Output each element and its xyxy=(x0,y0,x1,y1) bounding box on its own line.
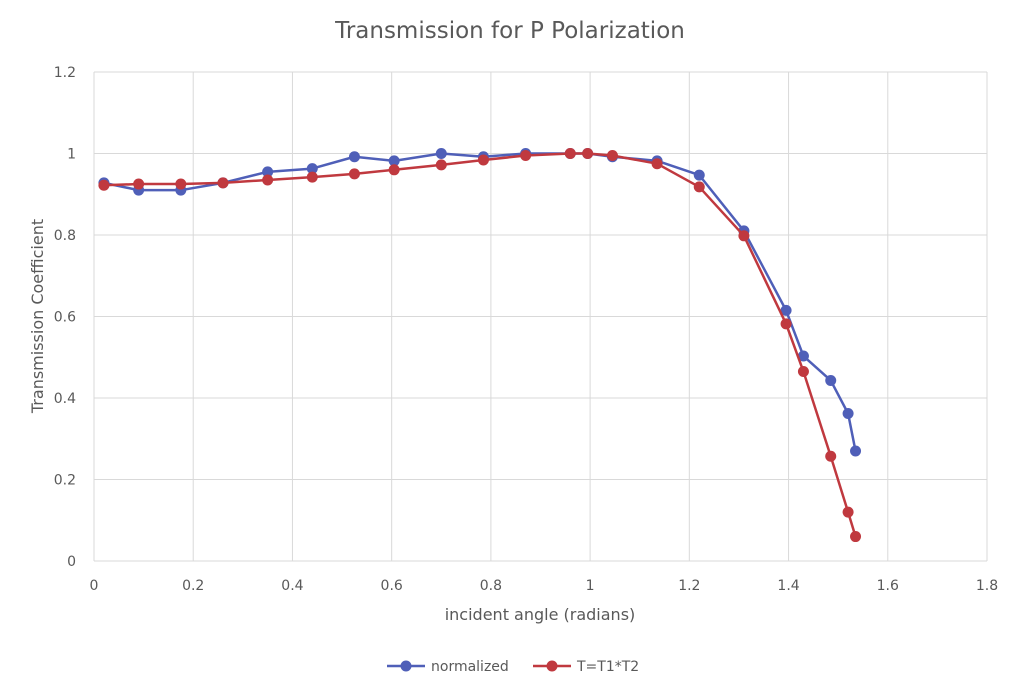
legend-marker-normalized xyxy=(400,660,412,672)
x-tick-label: 0.8 xyxy=(480,578,502,594)
data-point xyxy=(133,178,145,190)
series-layer xyxy=(98,148,862,543)
data-point xyxy=(348,151,360,163)
x-axis-label: incident angle (radians) xyxy=(445,605,636,624)
data-point xyxy=(693,169,705,181)
series-normalized xyxy=(98,148,862,457)
y-tick-label: 0.6 xyxy=(54,310,76,326)
data-point xyxy=(175,178,187,190)
data-point xyxy=(520,150,532,162)
data-point xyxy=(435,148,447,159)
data-point xyxy=(306,171,318,183)
legend-label-normalized: normalized xyxy=(431,659,509,675)
legend: normalized T=T1*T2 xyxy=(387,659,639,675)
data-point xyxy=(842,506,854,518)
x-tick-label: 1.2 xyxy=(678,578,700,594)
series-line xyxy=(103,152,857,537)
data-point xyxy=(217,177,229,189)
legend-marker-t1t2 xyxy=(546,660,558,672)
data-point xyxy=(98,179,110,191)
data-point xyxy=(262,166,274,178)
data-point xyxy=(797,350,809,362)
data-point xyxy=(564,148,576,159)
x-tick-label: 1.4 xyxy=(777,578,799,594)
data-point xyxy=(797,366,809,378)
data-point xyxy=(582,148,594,159)
data-point xyxy=(850,531,862,543)
y-tick-label: 0.8 xyxy=(54,228,76,244)
data-point xyxy=(693,181,705,193)
data-point xyxy=(388,155,400,167)
x-tick-label: 1.6 xyxy=(877,578,899,594)
data-point xyxy=(306,163,318,175)
data-point xyxy=(738,230,750,242)
legend-item-normalized: normalized xyxy=(387,659,509,675)
legend-label-t1t2: T=T1*T2 xyxy=(576,659,639,675)
y-tick-label: 1 xyxy=(67,147,76,163)
data-point xyxy=(388,164,400,176)
y-tick-label: 0.2 xyxy=(54,473,76,489)
data-point xyxy=(477,154,489,166)
x-tick-label: 1 xyxy=(586,578,595,594)
x-tick-label: 0 xyxy=(90,578,99,594)
data-point xyxy=(262,174,274,186)
tick-labels: 0 0.2 0.4 0.6 0.8 1 1.2 1.4 1.6 1.8 0 0.2 0.4 0.6 0.8 1… xyxy=(54,65,998,594)
data-point xyxy=(780,304,792,316)
legend-item-t1t2: T=T1*T2 xyxy=(533,659,639,675)
data-point xyxy=(606,150,618,162)
x-tick-label: 0.6 xyxy=(381,578,403,594)
y-tick-label: 0 xyxy=(67,554,76,570)
grid xyxy=(93,71,988,562)
y-axis-label: Transmission Coefficient xyxy=(28,219,47,414)
y-tick-label: 0.4 xyxy=(54,391,76,407)
data-point xyxy=(850,445,862,457)
x-tick-label: 1.8 xyxy=(976,578,998,594)
data-point xyxy=(780,318,792,330)
data-point xyxy=(825,374,837,386)
data-point xyxy=(435,159,447,171)
series-line xyxy=(103,152,857,452)
data-point xyxy=(651,158,663,170)
data-point xyxy=(842,407,854,419)
chart-title: Transmission for P Polarization xyxy=(334,18,685,44)
y-tick-label: 1.2 xyxy=(54,65,76,81)
x-tick-label: 0.2 xyxy=(182,578,204,594)
series-t1t2 xyxy=(98,148,862,543)
data-point xyxy=(348,168,360,180)
data-point xyxy=(825,450,837,462)
x-tick-label: 0.4 xyxy=(281,578,303,594)
